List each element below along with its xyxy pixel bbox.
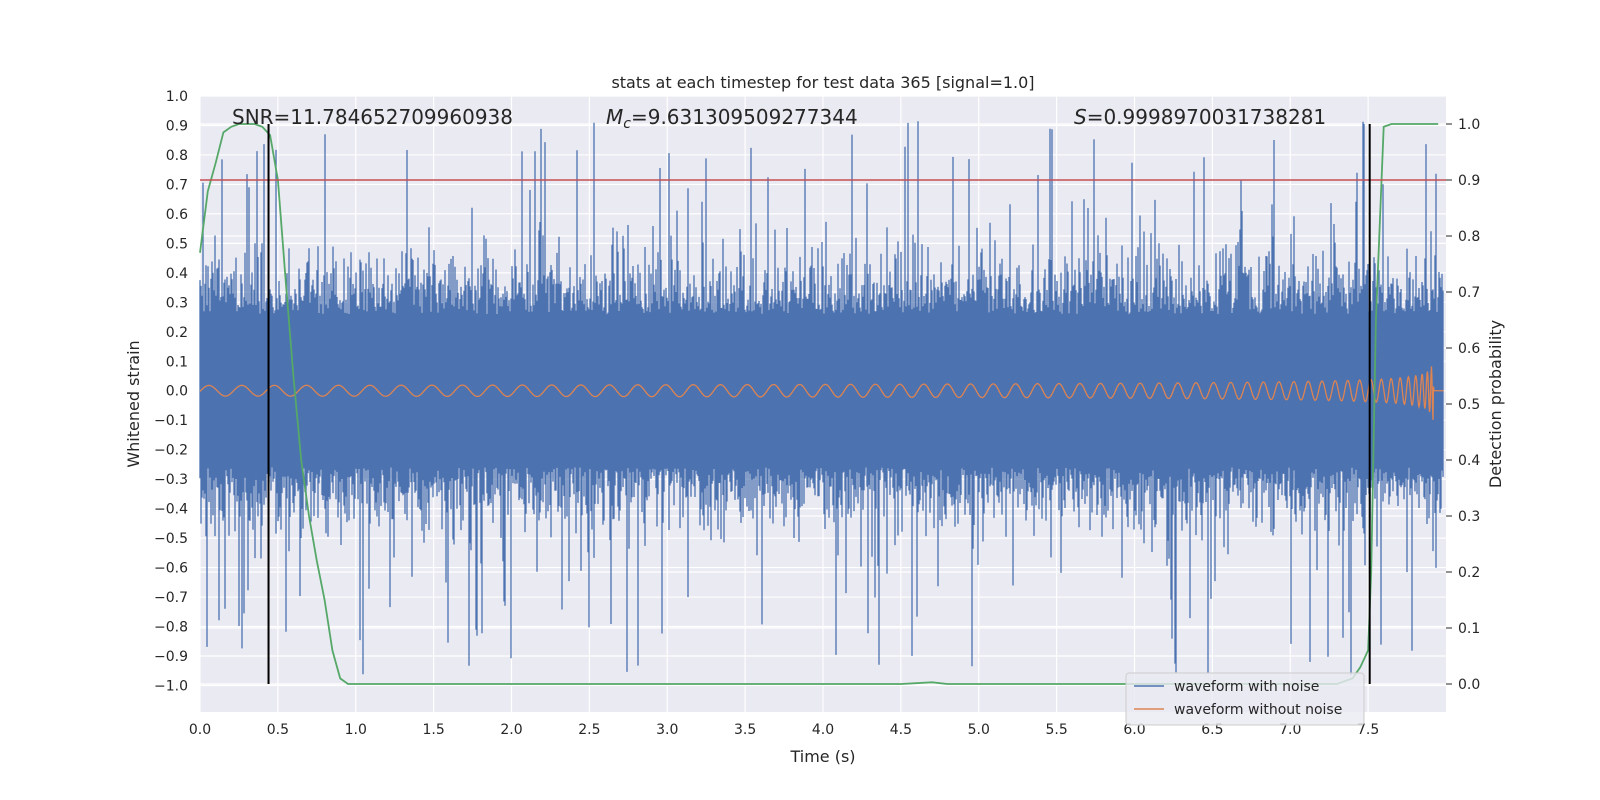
x-tick-label: 1.5 [422, 722, 444, 738]
series-waveform-without-noise [199, 366, 1444, 420]
y-tick-label: −0.2 [154, 443, 188, 459]
legend-label-signal: waveform without noise [1174, 702, 1342, 718]
x-tick-label: 6.5 [1201, 722, 1223, 738]
legend-label-noise: waveform with noise [1174, 679, 1319, 695]
legend-box [1125, 672, 1365, 726]
chirp-mass-annotation: Mc=9.631309509277344 [606, 105, 858, 132]
y-right-tick-label: 0.7 [1458, 285, 1480, 301]
y-right-tick-label: 1.0 [1458, 117, 1480, 133]
y-tick-label: −0.7 [154, 590, 188, 606]
score-annotation: S=0.9998970031738281 [1074, 105, 1326, 129]
x-tick-label: 5.5 [1045, 722, 1067, 738]
y-axis-label: Whitened strain [124, 340, 143, 467]
y-right-tick-label: 0.9 [1458, 173, 1480, 189]
y-right-axis-label: Detection probability [1486, 320, 1505, 488]
y-right-tick-label: 0.5 [1458, 397, 1480, 413]
probability-line [199, 123, 1439, 685]
threshold-and-markers [200, 124, 1446, 684]
y-tick-label: −0.1 [154, 413, 188, 429]
y-right-tick-label: 0.1 [1458, 621, 1480, 637]
y-right-tick-label: 0.0 [1458, 677, 1480, 693]
x-tick-label: 7.0 [1279, 722, 1301, 738]
x-tick-label: 3.0 [656, 722, 678, 738]
y-tick-label: 0.8 [166, 148, 188, 164]
x-tick-label: 4.0 [812, 722, 834, 738]
y-tick-label: 0.6 [166, 207, 188, 223]
chart-title: stats at each timestep for test data 365… [611, 73, 1034, 92]
y-right-tick-label: 0.8 [1458, 229, 1480, 245]
y-tick-label: 1.0 [166, 89, 188, 105]
series-detection-probability [199, 123, 1439, 685]
y-tick-label: −0.3 [154, 472, 188, 488]
axes: 0.0 0.5 1.0 1.5 2.0 2.5 3.0 3.5 4.0 4.5 5.0 5.5 6.0 6… [154, 89, 1480, 738]
snr-annotation: SNR=11.784652709960938 [232, 105, 513, 129]
x-tick-label: 2.0 [500, 722, 522, 738]
y-tick-label: 0.2 [166, 325, 188, 341]
y-tick-label: 0.1 [166, 354, 188, 370]
y-tick-label: −0.8 [154, 620, 188, 636]
y-tick-label: −0.5 [154, 531, 188, 547]
y-right-tick-label: 0.3 [1458, 509, 1480, 525]
y-tick-label: −0.9 [154, 649, 188, 665]
x-tick-label: 6.0 [1123, 722, 1145, 738]
legend: waveform with noise waveform without noi… [1125, 672, 1365, 726]
x-tick-label: 2.5 [578, 722, 600, 738]
y-tick-label: 0.0 [166, 384, 188, 400]
y-tick-label: 0.9 [166, 118, 188, 134]
y-right-tick-label: 0.6 [1458, 341, 1480, 357]
x-tick-label: 3.5 [734, 722, 756, 738]
y-tick-label: 0.3 [166, 295, 188, 311]
series-waveform-with-noise [199, 121, 1444, 675]
x-tick-label: 7.5 [1357, 722, 1379, 738]
y-tick-label: −0.4 [154, 502, 188, 518]
y-tick-label: 0.5 [166, 236, 188, 252]
x-tick-label: 0.0 [189, 722, 211, 738]
x-tick-label: 5.0 [968, 722, 990, 738]
y-right-tick-label: 0.2 [1458, 565, 1480, 581]
x-tick-label: 0.5 [267, 722, 289, 738]
noise-trace [199, 121, 1444, 675]
y-tick-label: −0.6 [154, 561, 188, 577]
y-right-tick-label: 0.4 [1458, 453, 1480, 469]
x-axis-label: Time (s) [789, 747, 855, 766]
y-tick-label: −1.0 [154, 678, 188, 694]
signal-trace [199, 366, 1444, 420]
y-tick-label: 0.7 [166, 177, 188, 193]
x-tick-label: 1.0 [345, 722, 367, 738]
y-tick-label: 0.4 [166, 266, 188, 282]
x-tick-label: 4.5 [890, 722, 912, 738]
